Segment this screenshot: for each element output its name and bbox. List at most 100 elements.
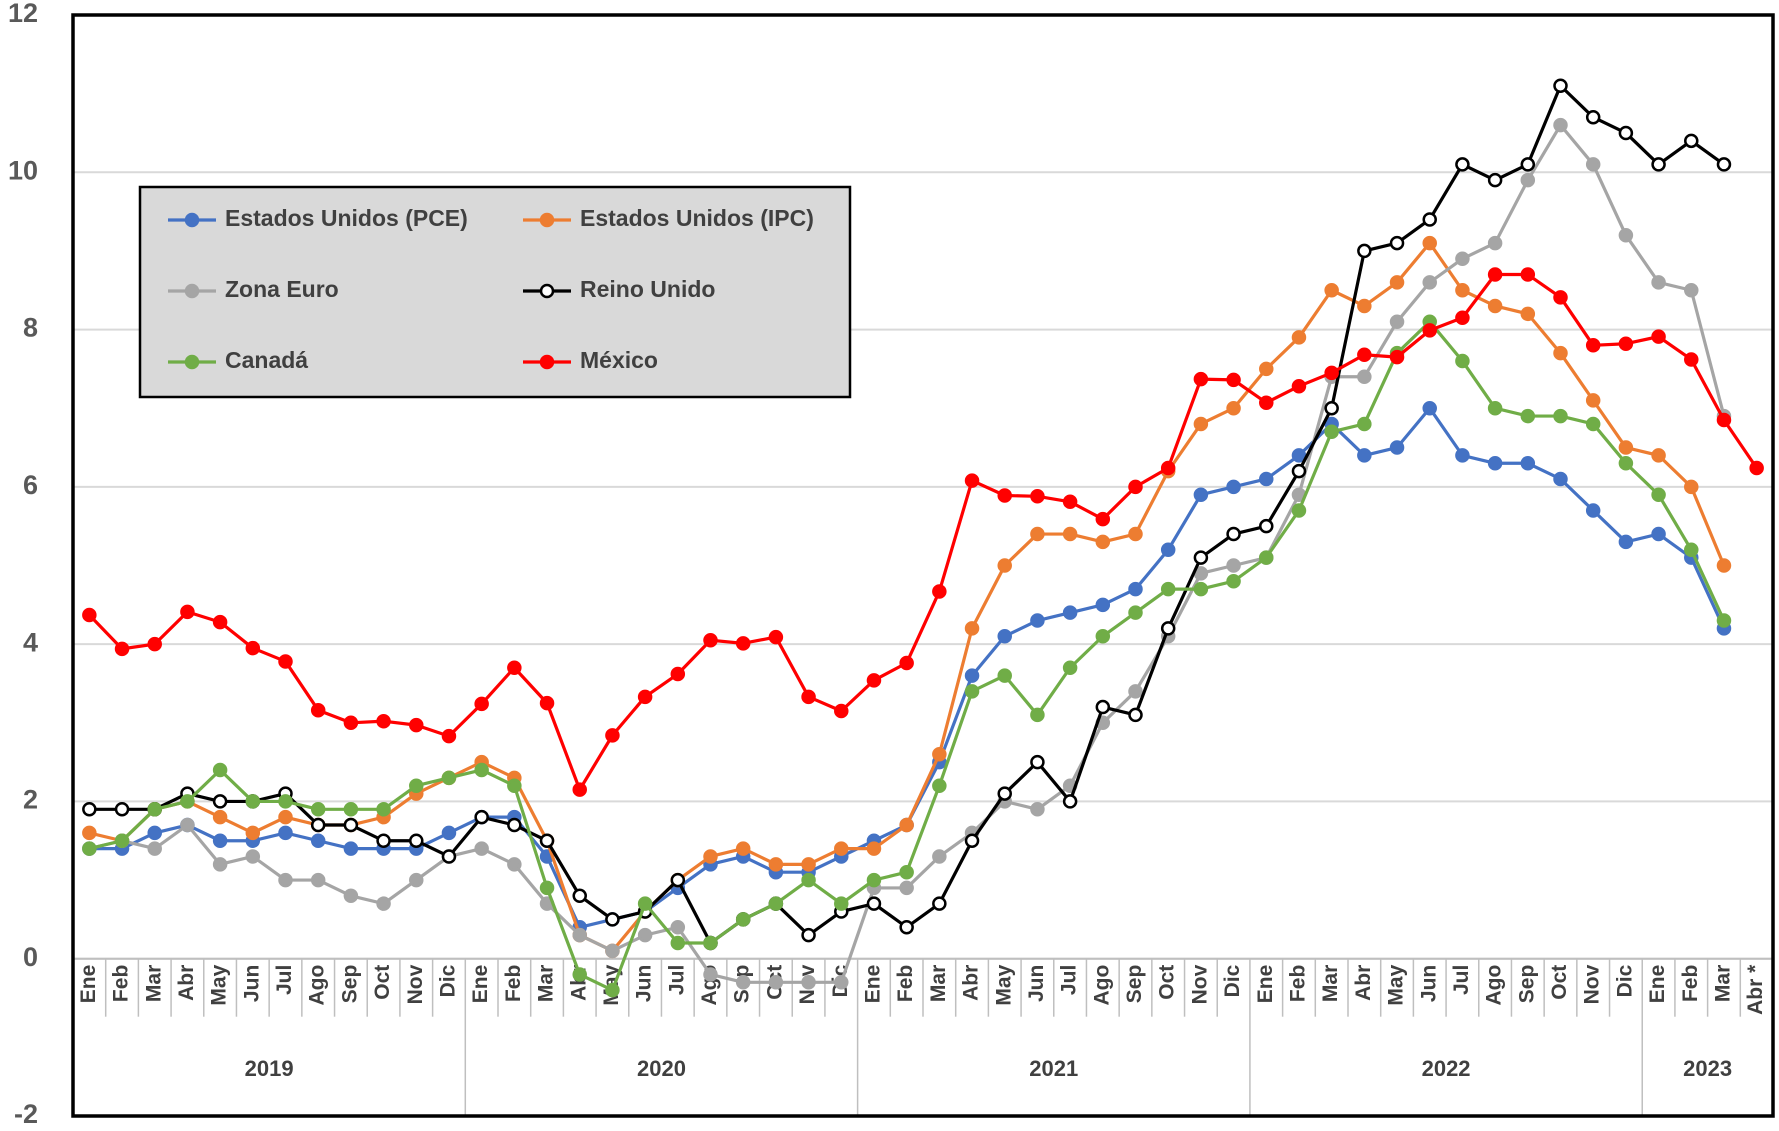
data-point xyxy=(474,762,489,778)
data-point xyxy=(572,888,587,904)
data-point xyxy=(997,668,1012,683)
data-point xyxy=(1062,794,1078,809)
x-tick-label: Jun xyxy=(240,965,263,1002)
data-point xyxy=(1160,581,1176,597)
data-point xyxy=(1553,408,1568,424)
data-point xyxy=(1487,400,1503,416)
series-line xyxy=(88,272,1758,792)
data-point xyxy=(1716,157,1732,172)
data-point xyxy=(147,636,162,652)
data-point xyxy=(1684,479,1699,495)
year-label: 2019 xyxy=(245,1056,294,1081)
data-point xyxy=(1651,157,1666,172)
x-tick-label: Nov xyxy=(1581,964,1604,1004)
x-tick-label: Feb xyxy=(894,965,917,1002)
data-point xyxy=(1585,416,1601,432)
data-point xyxy=(212,809,228,825)
data-point xyxy=(670,872,686,888)
data-point xyxy=(441,849,457,864)
x-tick-label: Abr * xyxy=(1744,964,1767,1015)
data-point xyxy=(703,967,718,982)
x-tick-label: Dic xyxy=(1221,964,1244,997)
data-point xyxy=(932,896,947,911)
data-point xyxy=(1193,371,1209,387)
data-point xyxy=(1749,460,1764,476)
data-point xyxy=(1357,369,1372,385)
x-tick-label: Oct xyxy=(371,965,394,1000)
y-tick-label: 4 xyxy=(23,627,38,657)
data-point xyxy=(147,825,162,841)
data-point xyxy=(1651,487,1666,502)
x-tick-label: Oct xyxy=(1156,965,1179,1000)
x-tick-label: Abr xyxy=(1352,965,1375,1001)
data-point xyxy=(801,975,816,990)
x-tick-label: Ene xyxy=(1646,965,1669,1004)
data-point xyxy=(1455,251,1470,267)
data-point xyxy=(735,841,751,856)
x-tick-label: Jun xyxy=(1417,965,1440,1002)
data-point xyxy=(1324,400,1339,416)
data-point xyxy=(1520,408,1536,424)
data-point xyxy=(703,849,718,864)
data-point xyxy=(637,927,653,943)
data-point xyxy=(212,857,228,872)
x-tick-label: Feb xyxy=(1287,965,1310,1002)
data-point xyxy=(703,935,718,951)
y-tick-label: 2 xyxy=(23,785,38,815)
data-point xyxy=(866,673,882,688)
data-point xyxy=(997,786,1012,801)
x-tick-label: May xyxy=(992,964,1015,1005)
data-point xyxy=(1193,550,1209,565)
data-point xyxy=(1357,298,1372,314)
x-tick-label: Nov xyxy=(404,964,427,1004)
data-point xyxy=(1030,802,1045,817)
x-tick-label: Jul xyxy=(1058,965,1081,995)
data-point xyxy=(1128,479,1143,495)
data-point xyxy=(1716,613,1732,628)
data-point xyxy=(605,943,620,959)
y-tick-label: 0 xyxy=(23,942,38,972)
data-point xyxy=(1324,424,1339,440)
x-tick-label: Ene xyxy=(1254,965,1277,1004)
x-tick-label: Jul xyxy=(273,965,296,995)
x-tick-label: Feb xyxy=(110,965,133,1002)
data-point xyxy=(768,857,784,872)
data-point xyxy=(1422,235,1437,251)
data-point xyxy=(1160,621,1176,636)
data-point xyxy=(278,654,293,669)
data-point xyxy=(343,802,359,817)
data-point xyxy=(539,695,555,711)
data-point xyxy=(376,833,391,848)
data-point xyxy=(899,880,914,896)
data-point xyxy=(899,864,914,880)
data-point xyxy=(1487,298,1503,314)
data-point xyxy=(376,713,391,729)
x-tick-label: Nov xyxy=(1188,964,1211,1004)
legend-marker xyxy=(184,212,200,228)
year-label: 2020 xyxy=(637,1056,686,1081)
data-point xyxy=(474,696,489,712)
data-point xyxy=(114,641,130,657)
y-tick-label: 6 xyxy=(23,470,38,500)
data-point xyxy=(866,896,882,911)
data-point xyxy=(932,746,947,762)
data-point xyxy=(147,802,162,817)
legend-marker xyxy=(539,354,555,370)
data-point xyxy=(1389,235,1405,251)
data-point xyxy=(343,888,359,904)
data-point xyxy=(1193,581,1209,597)
data-point xyxy=(834,841,849,856)
data-point xyxy=(637,689,653,705)
data-point xyxy=(1585,338,1601,353)
x-tick-label: Jun xyxy=(633,965,656,1002)
data-point xyxy=(768,629,784,645)
x-tick-label: Jul xyxy=(665,965,688,995)
legend-label: Estados Unidos (PCE) xyxy=(225,205,468,231)
x-tick-label: Mar xyxy=(142,965,165,1002)
data-point xyxy=(1585,393,1601,408)
x-tick-label: Mar xyxy=(927,965,950,1002)
x-tick-label: Feb xyxy=(502,965,525,1002)
x-tick-label: Ago xyxy=(1090,965,1113,1006)
data-point xyxy=(114,802,130,817)
data-point xyxy=(1422,275,1437,290)
